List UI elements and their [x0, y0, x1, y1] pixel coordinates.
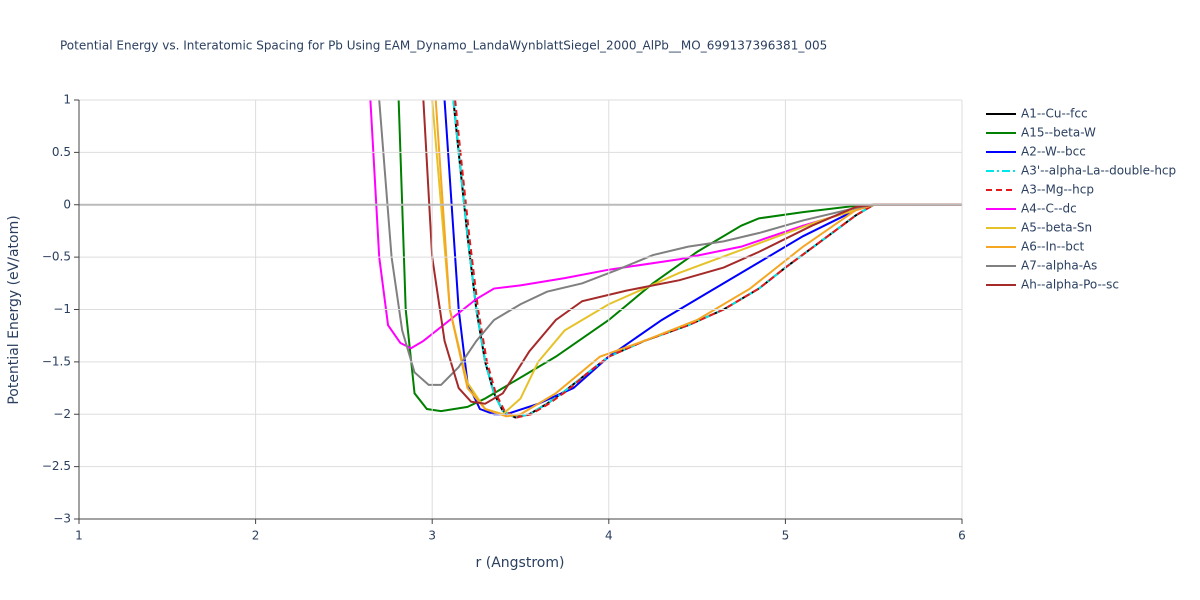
y-tick-label: −1.5: [42, 354, 71, 368]
legend-label: A2--W--bcc: [1021, 145, 1086, 159]
series-line: [378, 100, 962, 386]
legend-label: A1--Cu--fcc: [1021, 107, 1088, 121]
series-line: [422, 100, 962, 405]
legend-label: A7--alpha-As: [1021, 259, 1097, 273]
series-line: [452, 100, 962, 419]
y-tick-label: 0: [63, 197, 71, 211]
series-line: [397, 100, 962, 413]
y-tick-label: 0.5: [52, 145, 71, 159]
y-tick-label: −1: [53, 302, 71, 316]
series-line: [434, 100, 962, 418]
chart-title: Potential Energy vs. Interatomic Spacing…: [60, 39, 827, 53]
legend-label: A4--C--dc: [1021, 202, 1077, 216]
legend-label: A5--beta-Sn: [1021, 221, 1092, 235]
series-line: [431, 100, 962, 416]
y-axis-title: Potential Energy (eV/atom): [6, 215, 22, 404]
legend-label: A3--Mg--hcp: [1021, 183, 1094, 197]
x-tick-label: 3: [428, 529, 436, 543]
legend-label: A15--beta-W: [1021, 126, 1096, 140]
y-tick-label: −3: [53, 512, 71, 526]
x-tick-label: 4: [605, 529, 613, 543]
series-line: [454, 100, 962, 419]
plot-area: [369, 100, 962, 419]
x-tick-label: 2: [252, 529, 260, 543]
y-tick-label: −2: [53, 407, 71, 421]
x-axis-title: r (Angstrom): [476, 555, 565, 571]
series-line: [452, 100, 962, 419]
legend-label: A3'--alpha-La--double-hcp: [1021, 164, 1176, 178]
x-tick-label: 5: [782, 529, 790, 543]
x-tick-label: 1: [75, 529, 83, 543]
legend-label: A6--In--bct: [1021, 240, 1085, 254]
x-tick-label: 6: [958, 529, 966, 543]
legend-label: Ah--alpha-Po--sc: [1021, 278, 1119, 292]
y-tick-label: −2.5: [42, 459, 71, 473]
y-tick-label: 1: [63, 93, 71, 107]
y-tick-label: −0.5: [42, 250, 71, 264]
